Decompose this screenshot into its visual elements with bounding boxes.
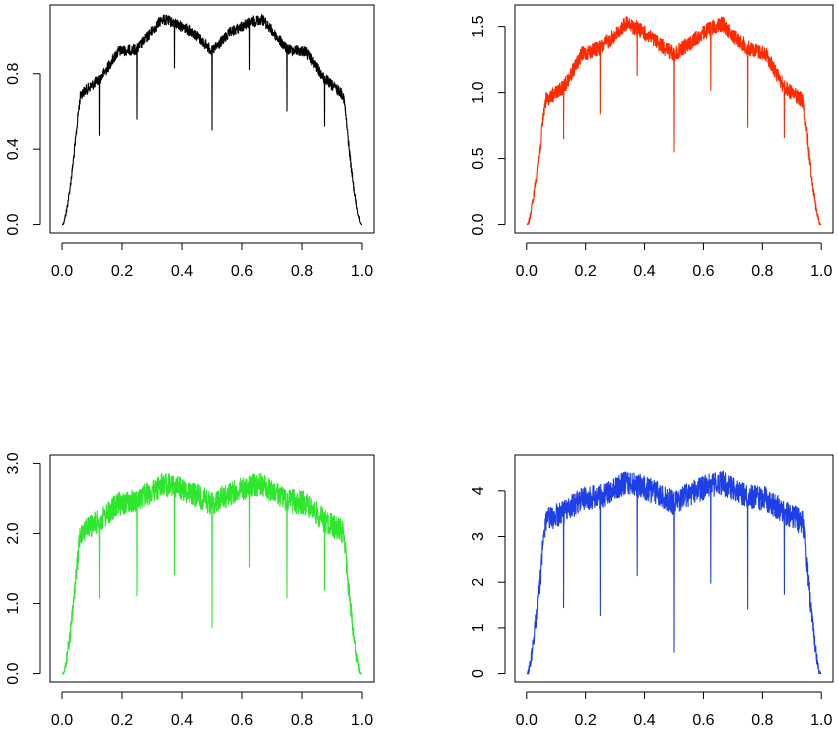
plot-frame (514, 4, 834, 234)
y-tick-label: 0.0 (470, 213, 487, 235)
x-tick-label: 1.0 (351, 712, 373, 729)
y-tick-label: 1.0 (5, 592, 22, 614)
y-tick-label: 0.4 (5, 138, 22, 160)
x-tick-label: 0.0 (51, 712, 73, 729)
x-tick-label: 0.8 (291, 263, 313, 280)
x-tick-label: 0.6 (692, 712, 714, 729)
x-tick-label: 1.0 (351, 263, 373, 280)
y-tick-label: 1.5 (470, 15, 487, 37)
y-tick-label: 0.8 (5, 63, 22, 85)
x-tick-label: 0.0 (516, 263, 538, 280)
series-line (526, 470, 822, 675)
y-tick-label: 2 (470, 578, 487, 587)
y-axis: 0.0 0.4 0.8 (5, 63, 41, 236)
y-axis: 0 1 2 3 4 (470, 486, 506, 678)
x-tick-label: 0.8 (291, 712, 313, 729)
x-tick-label: 0.8 (751, 263, 773, 280)
x-tick-label: 0.6 (692, 263, 714, 280)
x-tick-label: 0.8 (751, 712, 773, 729)
chart-panel-4: 0.0 0.2 0.4 0.6 0.8 1.0 0 1 2 3 4 (470, 454, 834, 729)
x-tick-label: 0.2 (111, 712, 133, 729)
x-tick-label: 0.2 (111, 263, 133, 280)
x-tick-label: 0.2 (575, 712, 597, 729)
y-tick-label: 2.0 (5, 522, 22, 544)
x-tick-label: 0.4 (633, 263, 655, 280)
x-tick-label: 0.6 (231, 263, 253, 280)
x-tick-label: 0.0 (51, 263, 73, 280)
x-axis: 0.0 0.2 0.4 0.6 0.8 1.0 (516, 691, 832, 729)
series-line (62, 14, 362, 226)
series-line (526, 15, 822, 226)
y-tick-label: 0.5 (470, 147, 487, 169)
y-tick-label: 1 (470, 623, 487, 632)
x-tick-label: 0.6 (231, 712, 253, 729)
plot-frame (49, 4, 375, 234)
x-tick-label: 1.0 (810, 712, 832, 729)
y-tick-label: 3 (470, 532, 487, 541)
x-tick-label: 0.4 (171, 712, 193, 729)
y-tick-label: 0.0 (5, 213, 22, 235)
plot-frame (49, 454, 375, 683)
plot-frame (514, 454, 834, 683)
x-tick-label: 0.2 (575, 263, 597, 280)
y-tick-label: 3.0 (5, 452, 22, 474)
x-axis: 0.0 0.2 0.4 0.6 0.8 1.0 (516, 242, 832, 280)
chart-panel-1: 0.0 0.2 0.4 0.6 0.8 1.0 0.0 0.4 0.8 (5, 4, 375, 280)
x-tick-label: 1.0 (810, 263, 832, 280)
y-axis: 0.0 0.5 1.0 1.5 (470, 15, 506, 236)
series-line (62, 472, 362, 675)
y-tick-label: 4 (470, 486, 487, 495)
chart-panel-2: 0.0 0.2 0.4 0.6 0.8 1.0 0.0 0.5 1.0 1.5 (470, 4, 834, 280)
x-axis: 0.0 0.2 0.4 0.6 0.8 1.0 (51, 691, 373, 729)
y-axis: 0.0 1.0 2.0 3.0 (5, 452, 41, 685)
x-axis: 0.0 0.2 0.4 0.6 0.8 1.0 (51, 242, 373, 280)
chart-panel-3: 0.0 0.2 0.4 0.6 0.8 1.0 0.0 1.0 2.0 3.0 (5, 452, 375, 729)
x-tick-label: 0.4 (633, 712, 655, 729)
y-tick-label: 0.0 (5, 662, 22, 684)
x-tick-label: 0.4 (171, 263, 193, 280)
y-tick-label: 0 (470, 669, 487, 678)
x-tick-label: 0.0 (516, 712, 538, 729)
y-tick-label: 1.0 (470, 81, 487, 103)
